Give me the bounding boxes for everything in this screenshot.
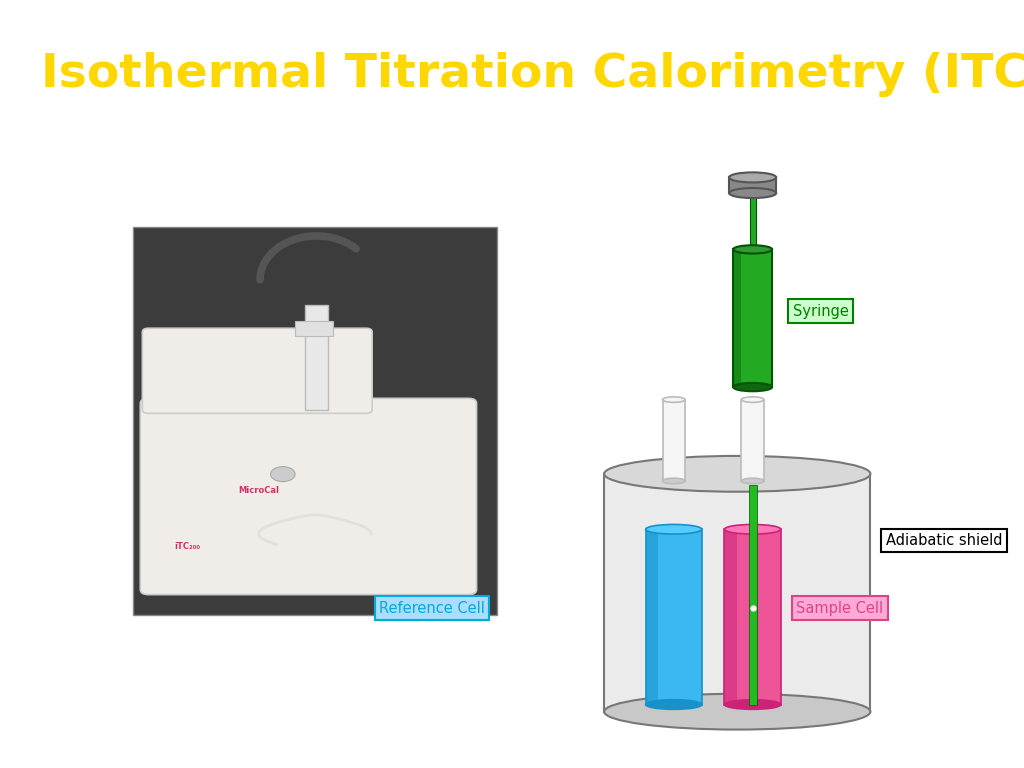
Bar — [645, 529, 702, 704]
Ellipse shape — [729, 188, 776, 198]
Ellipse shape — [604, 694, 870, 730]
Text: iTC₂₀₀: iTC₂₀₀ — [174, 541, 200, 551]
Bar — [305, 305, 328, 409]
Ellipse shape — [604, 456, 870, 492]
Bar — [725, 529, 781, 704]
Bar — [729, 177, 776, 193]
Ellipse shape — [733, 383, 772, 391]
Bar — [749, 485, 757, 704]
Bar — [133, 227, 497, 614]
Ellipse shape — [645, 700, 701, 710]
Ellipse shape — [725, 525, 780, 534]
FancyBboxPatch shape — [140, 399, 476, 594]
Ellipse shape — [733, 245, 772, 253]
Ellipse shape — [741, 397, 764, 402]
Ellipse shape — [741, 478, 764, 484]
Text: Adiabatic shield: Adiabatic shield — [886, 533, 1002, 548]
Text: Syringe: Syringe — [793, 304, 849, 319]
Bar — [645, 529, 658, 704]
Text: MicroCal: MicroCal — [238, 485, 280, 495]
Ellipse shape — [663, 397, 685, 402]
Ellipse shape — [725, 700, 780, 710]
Bar — [750, 193, 756, 250]
Bar — [741, 399, 764, 481]
Circle shape — [270, 467, 295, 482]
Ellipse shape — [729, 172, 776, 183]
FancyBboxPatch shape — [142, 328, 372, 413]
Bar — [663, 399, 685, 481]
Bar — [725, 529, 737, 704]
Ellipse shape — [645, 525, 701, 534]
Text: Reference Cell: Reference Cell — [379, 601, 484, 616]
Text: Isothermal Titration Calorimetry (ITC): Isothermal Titration Calorimetry (ITC) — [41, 52, 1024, 97]
Bar — [604, 474, 870, 712]
Ellipse shape — [663, 478, 685, 484]
Bar — [733, 250, 772, 387]
Bar — [295, 320, 333, 336]
Text: Sample Cell: Sample Cell — [797, 601, 884, 616]
Bar — [733, 250, 741, 387]
